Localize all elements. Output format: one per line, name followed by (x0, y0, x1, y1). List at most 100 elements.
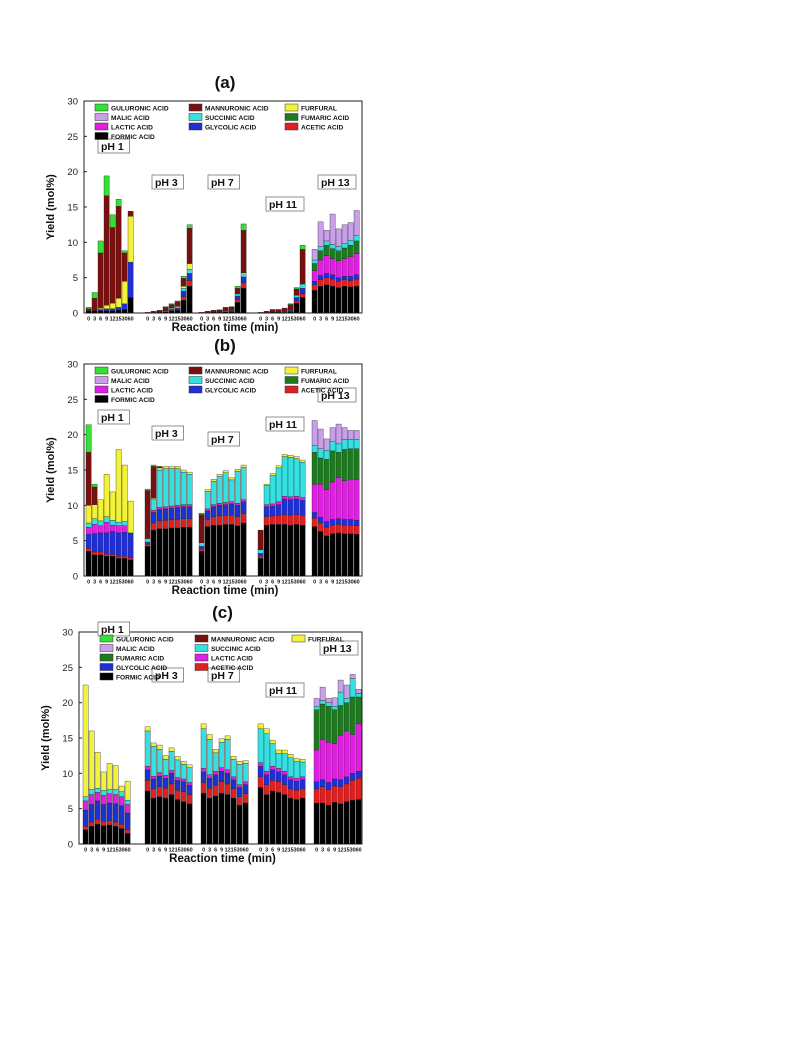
x-tick-label: 9 (105, 580, 108, 586)
bar-segment (210, 506, 217, 517)
legend-swatch (99, 672, 114, 681)
bar-segment (180, 527, 187, 577)
bar-segment (329, 533, 336, 577)
bar-segment (335, 477, 342, 519)
bar-segment (85, 551, 92, 577)
x-tick-label: 30 (181, 580, 187, 586)
bar-segment (331, 709, 338, 744)
bar-segment (343, 730, 350, 778)
bar-segment (174, 466, 181, 469)
bar-segment (341, 427, 348, 440)
bar-segment (144, 730, 151, 767)
bar-segment (212, 785, 219, 797)
bar-segment (222, 504, 229, 516)
bar-segment (94, 751, 101, 789)
bar-segment (329, 274, 336, 280)
x-tick-label: 0 (146, 580, 149, 586)
x-tick-label: 6 (96, 848, 99, 854)
bar-segment (341, 279, 348, 287)
bar-segment (341, 247, 348, 259)
bar-segment (206, 774, 213, 779)
bar-segment (109, 531, 116, 555)
bar-segment (269, 739, 276, 744)
group-label: pH 11 (269, 199, 297, 211)
x-tick-label: 60 (354, 580, 360, 586)
bar-segment (156, 528, 163, 577)
legend-label: GLYCOLIC ACID (205, 125, 256, 132)
bar-segment (124, 812, 131, 831)
bar-segment (85, 527, 92, 535)
legend-swatch (94, 113, 109, 121)
bar-segment (293, 495, 300, 500)
y-tick-label: 30 (67, 97, 78, 108)
bar-segment (127, 500, 134, 534)
x-tick-label: 60 (187, 848, 193, 854)
bar-segment (100, 825, 107, 845)
bar-segment (150, 788, 157, 799)
bar-segment (174, 301, 181, 307)
bar-segment (287, 754, 294, 758)
bar-segment (317, 275, 324, 280)
x-tick-label: 6 (158, 317, 161, 323)
bar-segment (150, 512, 157, 524)
bar-segment (198, 512, 205, 515)
bar-segment (269, 790, 276, 845)
bar-segment (115, 199, 122, 207)
legend-swatch (284, 113, 299, 121)
bar-segment (343, 801, 350, 845)
bar-segment (97, 240, 104, 254)
x-tick-label: 30 (181, 848, 187, 854)
bar-segment (293, 799, 300, 845)
x-tick-label: 15 (116, 580, 122, 586)
bar-segment (91, 551, 98, 555)
bar-segment (281, 794, 288, 845)
bar-segment (121, 303, 128, 310)
x-tick-label: 0 (259, 848, 262, 854)
bar-segment (121, 525, 128, 533)
bar-segment (341, 449, 348, 481)
bar-segment (325, 698, 332, 703)
x-tick-label: 15 (113, 848, 119, 854)
x-tick-label: 12 (338, 848, 344, 854)
bar-segment (257, 556, 264, 559)
bar-segment (186, 764, 193, 768)
bar-segment (230, 776, 237, 780)
bar-segment (234, 293, 241, 297)
bar-segment (186, 803, 193, 845)
bar-segment (121, 532, 128, 557)
bar-segment (335, 228, 342, 247)
bar-segment (323, 230, 330, 242)
bar-segment (281, 771, 288, 775)
bar-segment (156, 509, 163, 522)
bar-segment (263, 506, 270, 517)
bar-segment (206, 797, 213, 845)
legend-swatch (188, 113, 203, 121)
bar-segment (287, 779, 294, 790)
bar-segment (269, 524, 276, 577)
x-tick-label: 9 (218, 580, 221, 586)
legend-swatch (284, 122, 299, 131)
x-tick-label: 60 (241, 580, 247, 586)
legend-label: ACETIC ACID (301, 125, 343, 132)
bar-segment (269, 780, 276, 792)
bar-segment (329, 481, 336, 520)
bar-segment (228, 306, 235, 311)
x-tick-label: 30 (237, 848, 243, 854)
legend-label: LACTIC ACID (111, 388, 153, 395)
bar-segment (216, 505, 223, 517)
bar-segment (257, 762, 264, 767)
bar-segment (263, 728, 270, 734)
legend-label: MANNURONIC ACID (205, 106, 269, 113)
y-tick-label: 30 (62, 628, 73, 639)
bar-segment (236, 763, 243, 785)
x-tick-label: 15 (288, 848, 294, 854)
x-tick-label: 12 (282, 580, 288, 586)
bar-segment (311, 290, 318, 314)
bar-segment (224, 769, 231, 774)
bar-segment (263, 774, 270, 785)
x-tick-label: 12 (110, 317, 116, 323)
bar-segment (162, 311, 169, 314)
bar-segment (323, 244, 330, 256)
bar-segment (91, 483, 98, 488)
